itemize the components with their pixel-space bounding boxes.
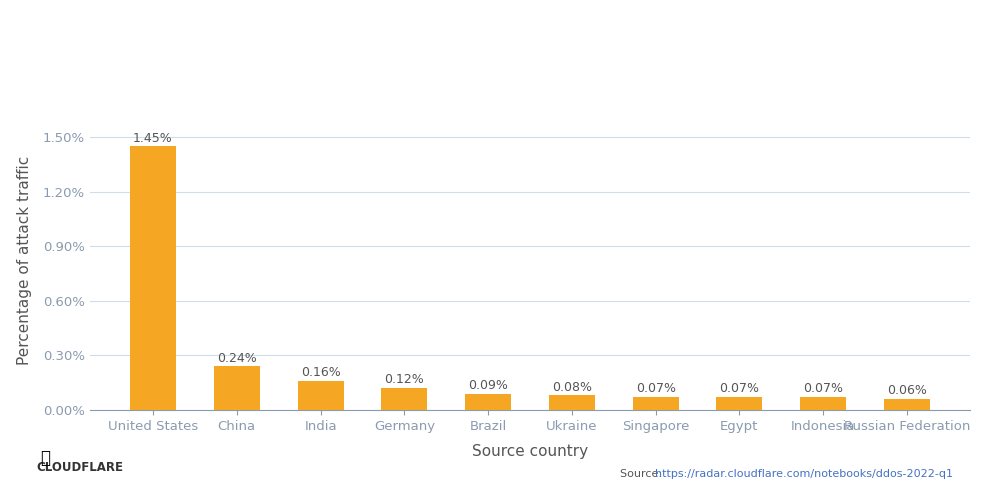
Text: 0.09%: 0.09% — [468, 379, 508, 392]
X-axis label: Source country: Source country — [472, 444, 588, 459]
Bar — [130, 146, 176, 410]
Bar — [381, 388, 427, 410]
Text: 0.16%: 0.16% — [301, 366, 340, 379]
Text: 0.24%: 0.24% — [217, 352, 257, 364]
Bar — [465, 394, 511, 410]
Text: Application-Layer DDoS Attacks - Distribution by source country: Application-Layer DDoS Attacks - Distrib… — [30, 40, 838, 60]
Text: 1.45%: 1.45% — [133, 132, 173, 144]
Bar — [214, 366, 260, 410]
Text: 0.08%: 0.08% — [552, 380, 592, 394]
Bar — [633, 398, 679, 410]
Text: 🔶: 🔶 — [40, 449, 50, 467]
Text: CLOUDFLARE: CLOUDFLARE — [36, 461, 124, 474]
Text: Source:: Source: — [620, 469, 666, 479]
Text: 0.12%: 0.12% — [384, 374, 424, 386]
Bar — [800, 398, 846, 410]
Y-axis label: Percentage of attack traffic: Percentage of attack traffic — [17, 156, 32, 364]
Text: 0.07%: 0.07% — [719, 382, 759, 396]
Text: 0.07%: 0.07% — [636, 382, 676, 396]
Text: 0.07%: 0.07% — [803, 382, 843, 396]
Text: https://radar.cloudflare.com/notebooks/ddos-2022-q1: https://radar.cloudflare.com/notebooks/d… — [655, 469, 953, 479]
Bar — [549, 396, 595, 410]
Bar — [298, 381, 344, 410]
Text: 0.06%: 0.06% — [887, 384, 927, 398]
Bar — [716, 398, 762, 410]
Bar — [884, 399, 930, 410]
